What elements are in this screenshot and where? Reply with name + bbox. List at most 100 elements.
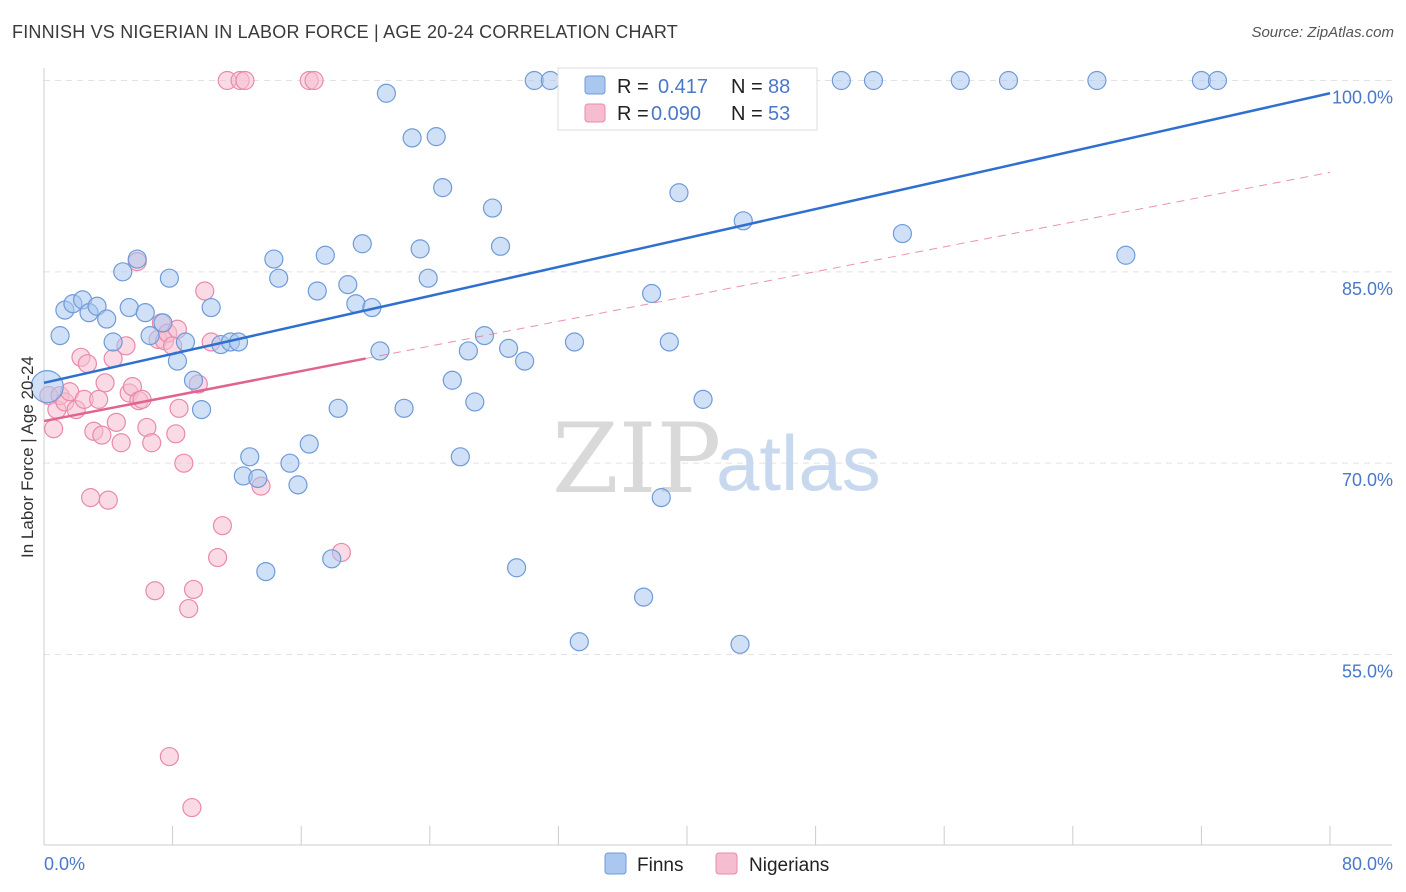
point-nigerians-26	[142, 433, 162, 453]
point-finns-20	[201, 297, 221, 318]
legend-n-label-finns: N =	[731, 76, 763, 98]
point-finns-8	[103, 332, 123, 352]
point-finns-27	[256, 561, 276, 582]
watermark-atlas: atlas	[716, 419, 881, 507]
point-finns-84	[1087, 70, 1107, 91]
point-nigerians-37	[183, 579, 204, 600]
point-finns-15	[159, 268, 179, 288]
point-finns-79	[831, 70, 851, 91]
point-finns-61	[564, 332, 585, 352]
point-nigerians-1	[44, 419, 64, 439]
point-finns-25	[240, 447, 260, 467]
point-finns-54	[482, 198, 503, 218]
point-finns-49	[442, 370, 462, 390]
point-finns-60	[540, 70, 560, 91]
point-nigerians-15	[98, 490, 118, 510]
trend-line-nigerians	[43, 357, 366, 423]
point-nigerians-10	[81, 488, 101, 508]
legend-bottom-label-nigerians: Nigerians	[749, 855, 829, 876]
axes	[43, 68, 1392, 846]
point-finns-36	[328, 398, 348, 418]
point-finns-57	[507, 558, 527, 578]
point-finns-6	[87, 296, 107, 316]
point-finns-41	[370, 341, 390, 361]
point-finns-55	[490, 236, 511, 256]
point-nigerians-17	[106, 412, 126, 432]
point-finns-56	[498, 338, 519, 358]
point-nigerians-45	[235, 70, 255, 91]
point-nigerians-27	[145, 581, 165, 601]
trend-line-finns	[43, 92, 1331, 385]
point-finns-68	[651, 488, 671, 508]
point-nigerians-34	[169, 398, 189, 418]
point-finns-45	[410, 239, 430, 259]
point-finns-70	[669, 183, 689, 203]
point-nigerians-18	[111, 433, 131, 453]
point-finns-14	[153, 313, 173, 333]
point-finns-69	[659, 332, 679, 352]
legend-n-label-nigerians: N =	[731, 103, 763, 125]
legend-swatch-finns	[584, 75, 606, 95]
point-finns-72	[693, 389, 713, 409]
point-nigerians-12	[89, 389, 109, 409]
point-finns-82	[950, 70, 970, 91]
series-finns	[30, 70, 1228, 654]
chart-title: FINNISH VS NIGERIAN IN LABOR FORCE | AGE…	[12, 22, 678, 42]
point-finns-81	[892, 223, 913, 244]
point-nigerians-41	[208, 547, 228, 568]
legend-n-value-finns: 88	[768, 76, 790, 98]
legend-bottom: Finns Nigerians	[604, 852, 829, 876]
point-nigerians-33	[166, 424, 186, 444]
point-nigerians-24	[132, 389, 152, 409]
point-nigerians-51	[182, 797, 202, 818]
point-finns-47	[426, 127, 446, 147]
point-finns-48	[433, 178, 453, 198]
watermark: ZIP atlas	[552, 403, 881, 515]
point-finns-19	[191, 399, 212, 420]
point-finns-0	[30, 370, 64, 404]
point-finns-50	[450, 447, 470, 467]
point-finns-46	[418, 268, 438, 288]
point-finns-42	[376, 83, 396, 103]
point-finns-53	[474, 326, 495, 346]
point-finns-34	[315, 245, 335, 265]
point-finns-37	[338, 274, 358, 295]
point-finns-80	[863, 70, 884, 91]
y-tick-label: 100.0%	[1332, 88, 1393, 108]
point-finns-32	[299, 434, 319, 454]
y-tick-label: 70.0%	[1342, 470, 1393, 490]
point-nigerians-39	[195, 281, 215, 301]
point-nigerians-13	[92, 425, 112, 445]
legend-bottom-swatch-finns	[604, 852, 627, 875]
point-finns-83	[998, 70, 1019, 91]
point-finns-31	[288, 475, 308, 495]
point-finns-66	[633, 587, 654, 607]
point-finns-59	[524, 70, 544, 91]
y-tick-labels: 55.0% 70.0% 85.0% 100.0%	[1332, 88, 1393, 682]
y-axis-title: In Labor Force | Age 20-24	[18, 356, 37, 558]
point-finns-58	[515, 351, 535, 371]
point-nigerians-36	[179, 598, 199, 619]
point-finns-7	[97, 309, 117, 329]
trend-line-nigerians-extension	[365, 171, 1331, 360]
legend-r-value-finns: 0.417	[658, 76, 708, 98]
legend-r-label-nigerians: R =	[617, 103, 649, 125]
x-tick-label-max: 80.0%	[1342, 854, 1393, 874]
point-finns-11	[127, 249, 147, 269]
point-finns-87	[1207, 70, 1228, 91]
point-finns-10	[119, 297, 139, 318]
legend-r-value-nigerians: 0.090	[651, 103, 701, 125]
point-nigerians-50	[159, 746, 179, 767]
legend-n-value-nigerians: 53	[768, 103, 790, 125]
point-finns-12	[135, 303, 155, 323]
legend-top: R = 0.417 N = 88 R = 0.090 N = 53	[557, 67, 818, 131]
watermark-zip: ZIP	[552, 403, 721, 515]
source-label: Source: ZipAtlas.com	[1251, 24, 1394, 41]
y-tick-label: 85.0%	[1342, 279, 1393, 299]
point-finns-9	[113, 262, 133, 282]
point-finns-33	[307, 281, 327, 301]
legend-r-label-finns: R =	[617, 76, 649, 98]
point-finns-52	[465, 392, 485, 412]
point-nigerians-42	[212, 516, 233, 536]
